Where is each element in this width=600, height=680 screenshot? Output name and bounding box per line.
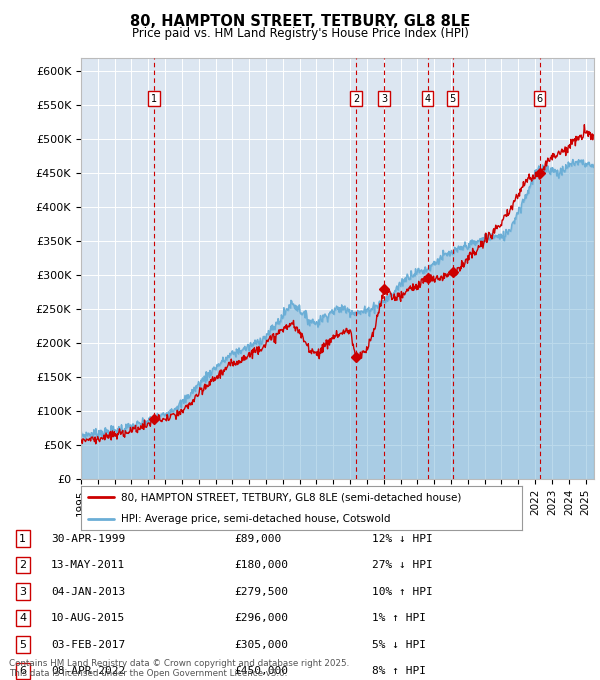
Text: 1: 1 [151, 94, 157, 103]
Text: 03-FEB-2017: 03-FEB-2017 [51, 640, 125, 649]
Text: HPI: Average price, semi-detached house, Cotswold: HPI: Average price, semi-detached house,… [121, 514, 390, 524]
Text: £180,000: £180,000 [234, 560, 288, 570]
Text: 4: 4 [425, 94, 431, 103]
Text: Contains HM Land Registry data © Crown copyright and database right 2025.
This d: Contains HM Land Registry data © Crown c… [9, 658, 349, 678]
Text: 2: 2 [353, 94, 359, 103]
Text: 13-MAY-2011: 13-MAY-2011 [51, 560, 125, 570]
Text: 4: 4 [19, 613, 26, 623]
Text: 8% ↑ HPI: 8% ↑ HPI [372, 666, 426, 676]
Text: 08-APR-2022: 08-APR-2022 [51, 666, 125, 676]
Text: 1: 1 [19, 534, 26, 543]
Text: 5% ↓ HPI: 5% ↓ HPI [372, 640, 426, 649]
Text: 10% ↑ HPI: 10% ↑ HPI [372, 587, 433, 596]
Text: 3: 3 [381, 94, 387, 103]
Text: £279,500: £279,500 [234, 587, 288, 596]
Text: 30-APR-1999: 30-APR-1999 [51, 534, 125, 543]
Text: 6: 6 [19, 666, 26, 676]
Text: 5: 5 [449, 94, 455, 103]
Text: £450,000: £450,000 [234, 666, 288, 676]
Text: 80, HAMPTON STREET, TETBURY, GL8 8LE: 80, HAMPTON STREET, TETBURY, GL8 8LE [130, 14, 470, 29]
Text: £305,000: £305,000 [234, 640, 288, 649]
Text: 27% ↓ HPI: 27% ↓ HPI [372, 560, 433, 570]
Text: 3: 3 [19, 587, 26, 596]
Text: 1% ↑ HPI: 1% ↑ HPI [372, 613, 426, 623]
Text: 6: 6 [536, 94, 543, 103]
Text: 80, HAMPTON STREET, TETBURY, GL8 8LE (semi-detached house): 80, HAMPTON STREET, TETBURY, GL8 8LE (se… [121, 492, 461, 503]
Text: £296,000: £296,000 [234, 613, 288, 623]
Text: Price paid vs. HM Land Registry's House Price Index (HPI): Price paid vs. HM Land Registry's House … [131, 27, 469, 40]
Text: £89,000: £89,000 [234, 534, 281, 543]
Text: 10-AUG-2015: 10-AUG-2015 [51, 613, 125, 623]
Text: 04-JAN-2013: 04-JAN-2013 [51, 587, 125, 596]
Text: 12% ↓ HPI: 12% ↓ HPI [372, 534, 433, 543]
Text: 5: 5 [19, 640, 26, 649]
Text: 2: 2 [19, 560, 26, 570]
